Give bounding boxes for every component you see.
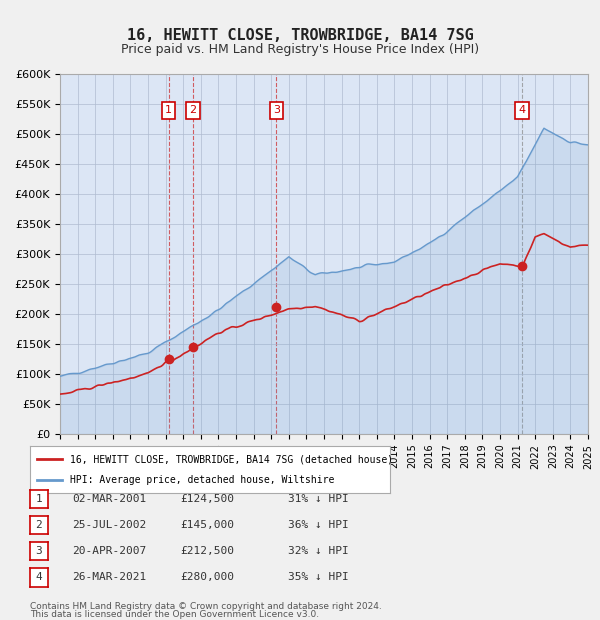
Text: 16, HEWITT CLOSE, TROWBRIDGE, BA14 7SG (detached house): 16, HEWITT CLOSE, TROWBRIDGE, BA14 7SG (… xyxy=(70,454,393,464)
Text: 4: 4 xyxy=(518,105,525,115)
Text: This data is licensed under the Open Government Licence v3.0.: This data is licensed under the Open Gov… xyxy=(30,610,319,619)
Text: £124,500: £124,500 xyxy=(180,494,234,504)
Text: HPI: Average price, detached house, Wiltshire: HPI: Average price, detached house, Wilt… xyxy=(70,475,334,485)
Text: 20-APR-2007: 20-APR-2007 xyxy=(72,546,146,556)
Text: Contains HM Land Registry data © Crown copyright and database right 2024.: Contains HM Land Registry data © Crown c… xyxy=(30,602,382,611)
Text: 1: 1 xyxy=(35,494,43,504)
Text: 25-JUL-2002: 25-JUL-2002 xyxy=(72,520,146,530)
Text: 3: 3 xyxy=(35,546,43,556)
Text: £212,500: £212,500 xyxy=(180,546,234,556)
Text: 02-MAR-2001: 02-MAR-2001 xyxy=(72,494,146,504)
Text: £145,000: £145,000 xyxy=(180,520,234,530)
Text: 36% ↓ HPI: 36% ↓ HPI xyxy=(288,520,349,530)
Text: 16, HEWITT CLOSE, TROWBRIDGE, BA14 7SG: 16, HEWITT CLOSE, TROWBRIDGE, BA14 7SG xyxy=(127,28,473,43)
Text: 35% ↓ HPI: 35% ↓ HPI xyxy=(288,572,349,582)
Text: 3: 3 xyxy=(273,105,280,115)
Text: 2: 2 xyxy=(35,520,43,530)
Text: 26-MAR-2021: 26-MAR-2021 xyxy=(72,572,146,582)
Text: 2: 2 xyxy=(190,105,197,115)
Text: £280,000: £280,000 xyxy=(180,572,234,582)
Text: 31% ↓ HPI: 31% ↓ HPI xyxy=(288,494,349,504)
Text: 1: 1 xyxy=(165,105,172,115)
Text: Price paid vs. HM Land Registry's House Price Index (HPI): Price paid vs. HM Land Registry's House … xyxy=(121,43,479,56)
Text: 32% ↓ HPI: 32% ↓ HPI xyxy=(288,546,349,556)
Text: 4: 4 xyxy=(35,572,43,582)
